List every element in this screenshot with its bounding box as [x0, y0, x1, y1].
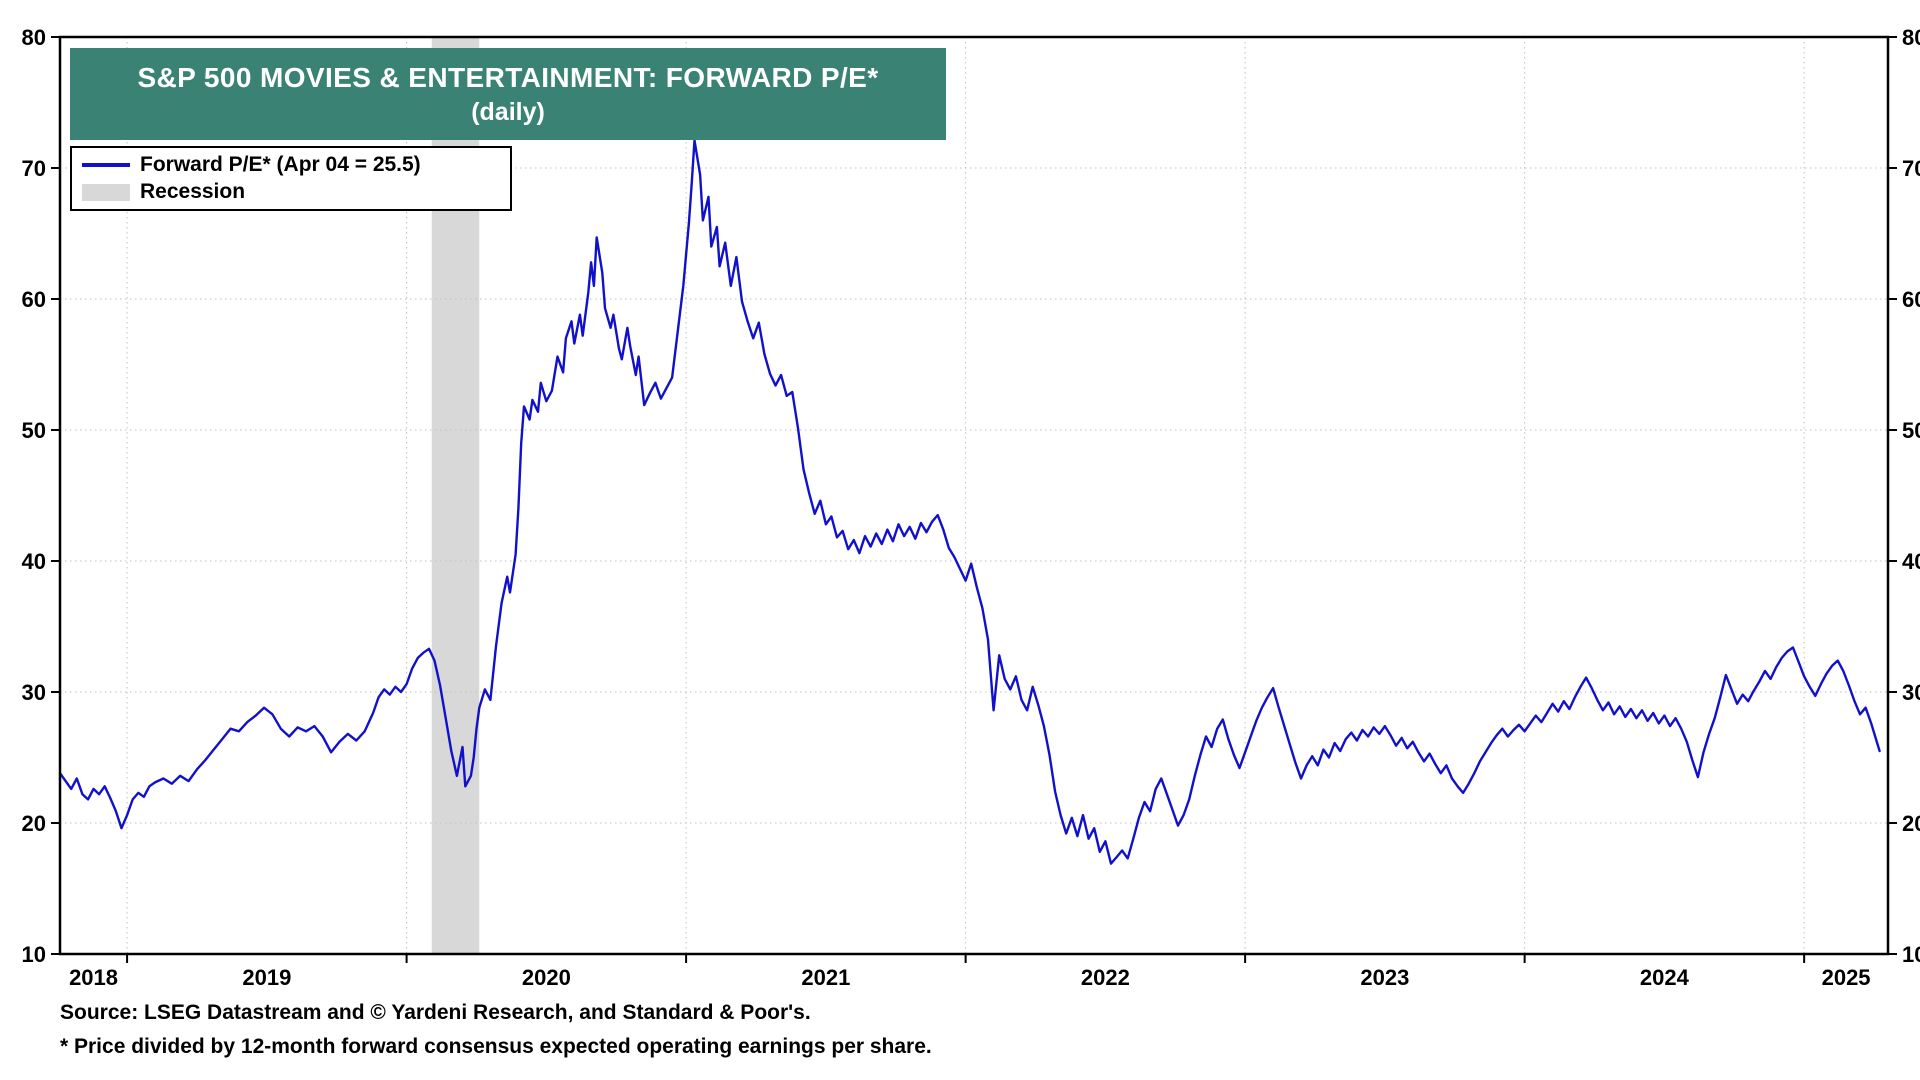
chart-title: S&P 500 MOVIES & ENTERTAINMENT: FORWARD …: [137, 61, 879, 93]
forward-pe-line: [58, 139, 1881, 865]
y-axis-label-left: 10: [22, 942, 46, 967]
chart-title-box: S&P 500 MOVIES & ENTERTAINMENT: FORWARD …: [70, 48, 946, 140]
x-axis-label: 2021: [801, 965, 850, 990]
y-axis-label-right: 20: [1902, 811, 1920, 836]
y-axis-label-right: 60: [1902, 287, 1920, 312]
x-axis-label: 2023: [1360, 965, 1409, 990]
chart-subtitle: (daily): [471, 97, 545, 126]
y-axis-label-right: 10: [1902, 942, 1920, 967]
legend-label-recession: Recession: [140, 180, 246, 203]
line-swatch-icon: [82, 163, 130, 167]
y-axis-label-right: 70: [1902, 156, 1920, 181]
legend-item-recession: Recession: [82, 180, 500, 204]
y-axis-label-left: 50: [22, 418, 46, 443]
legend-item-forward-pe: Forward P/E* (Apr 04 = 25.5): [82, 153, 500, 177]
source-note: Source: LSEG Datastream and © Yardeni Re…: [60, 1001, 811, 1024]
x-axis-label: 2024: [1640, 965, 1690, 990]
y-axis-label-right: 80: [1902, 25, 1920, 50]
footer-notes: Source: LSEG Datastream and © Yardeni Re…: [60, 996, 932, 1064]
y-axis-label-right: 30: [1902, 680, 1920, 705]
x-axis-label: 2019: [242, 965, 291, 990]
y-axis-label-left: 70: [22, 156, 46, 181]
y-axis-label-right: 40: [1902, 549, 1920, 574]
y-axis-label-right: 50: [1902, 418, 1920, 443]
y-axis-label-left: 30: [22, 680, 46, 705]
plot-frame: [58, 35, 1890, 956]
y-axis-label-left: 80: [22, 25, 46, 50]
x-axis-label: 2018: [69, 965, 118, 990]
recession-swatch-icon: [82, 183, 130, 201]
y-axis-label-left: 40: [22, 549, 46, 574]
x-axis-label: 2020: [522, 965, 571, 990]
y-axis-label-left: 20: [22, 811, 46, 836]
footnote: * Price divided by 12-month forward cons…: [60, 1035, 932, 1058]
legend-label-forward-pe: Forward P/E* (Apr 04 = 25.5): [140, 153, 421, 176]
x-axis-label: 2022: [1081, 965, 1130, 990]
x-axis-label: 2025: [1822, 965, 1871, 990]
y-axis-label-left: 60: [22, 287, 46, 312]
legend-box: Forward P/E* (Apr 04 = 25.5) Recession: [70, 146, 512, 211]
